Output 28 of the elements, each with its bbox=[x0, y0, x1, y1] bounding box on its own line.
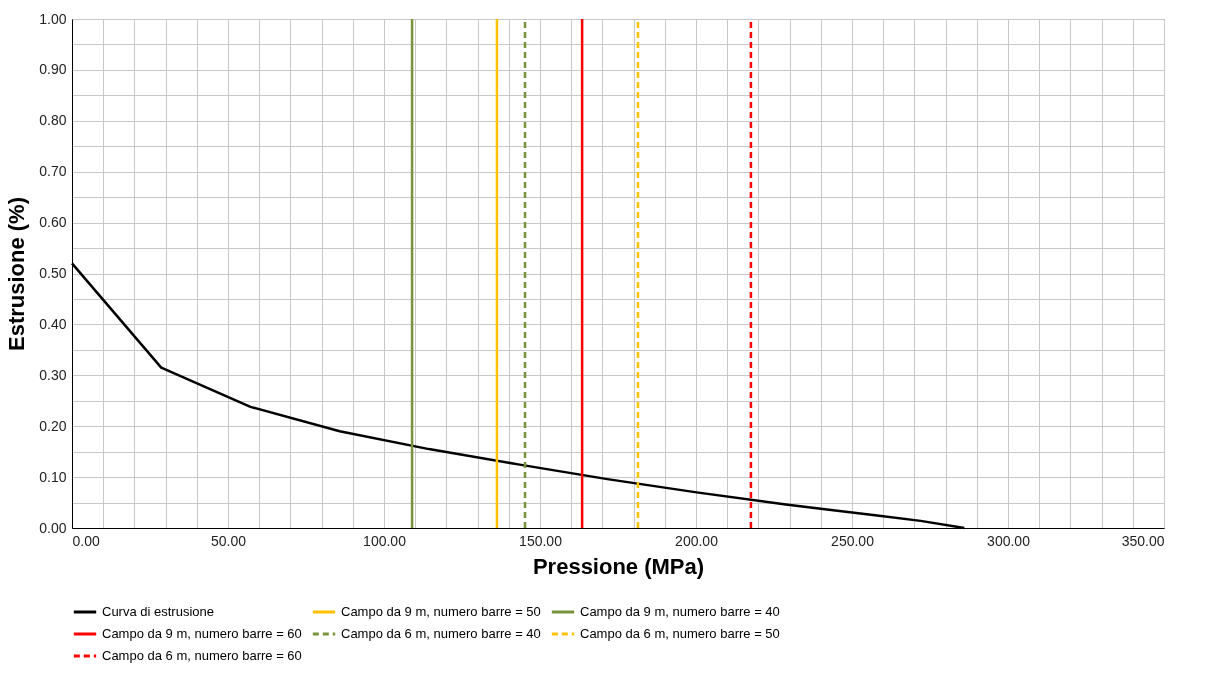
y-tick-label: 0.30 bbox=[39, 366, 67, 383]
x-tick-label: 150.00 bbox=[519, 532, 563, 549]
legend-label: Campo da 6 m, numero barre = 50 bbox=[580, 626, 780, 641]
x-tick-label: 200.00 bbox=[675, 532, 719, 549]
y-tick-label: 0.90 bbox=[39, 61, 67, 78]
legend-label: Campo da 6 m, numero barre = 60 bbox=[102, 648, 302, 663]
y-axis-title: Estrusione (%) bbox=[4, 196, 30, 352]
y-tick-label: 0.80 bbox=[39, 112, 67, 129]
x-tick-label: 50.00 bbox=[210, 532, 247, 549]
y-tick-label: 0.10 bbox=[39, 468, 67, 485]
y-tick-label: 1.00 bbox=[39, 10, 67, 27]
legend-label: Campo da 9 m, numero barre = 40 bbox=[580, 604, 780, 619]
y-tick-label: 0.70 bbox=[39, 163, 67, 180]
y-tick-label: 0.40 bbox=[39, 315, 67, 332]
legend-label: Campo da 6 m, numero barre = 40 bbox=[341, 626, 541, 641]
x-axis-title: Pressione (MPa) bbox=[532, 553, 705, 579]
legend-label: Curva di estrusione bbox=[102, 604, 214, 619]
y-tick-label: 0.20 bbox=[39, 417, 67, 434]
x-tick-label: 350.00 bbox=[1121, 532, 1165, 549]
y-tick-label: 0.60 bbox=[39, 214, 67, 231]
x-tick-label: 0.00 bbox=[72, 532, 100, 549]
x-tick-label: 250.00 bbox=[831, 532, 875, 549]
y-tick-label: 0.50 bbox=[39, 265, 67, 281]
legend-label: Campo da 9 m, numero barre = 60 bbox=[102, 626, 302, 641]
x-tick-label: 300.00 bbox=[987, 532, 1031, 549]
y-tick-label: 0.00 bbox=[39, 519, 67, 536]
legend-label: Campo da 9 m, numero barre = 50 bbox=[341, 604, 541, 619]
x-tick-label: 100.00 bbox=[363, 532, 407, 549]
